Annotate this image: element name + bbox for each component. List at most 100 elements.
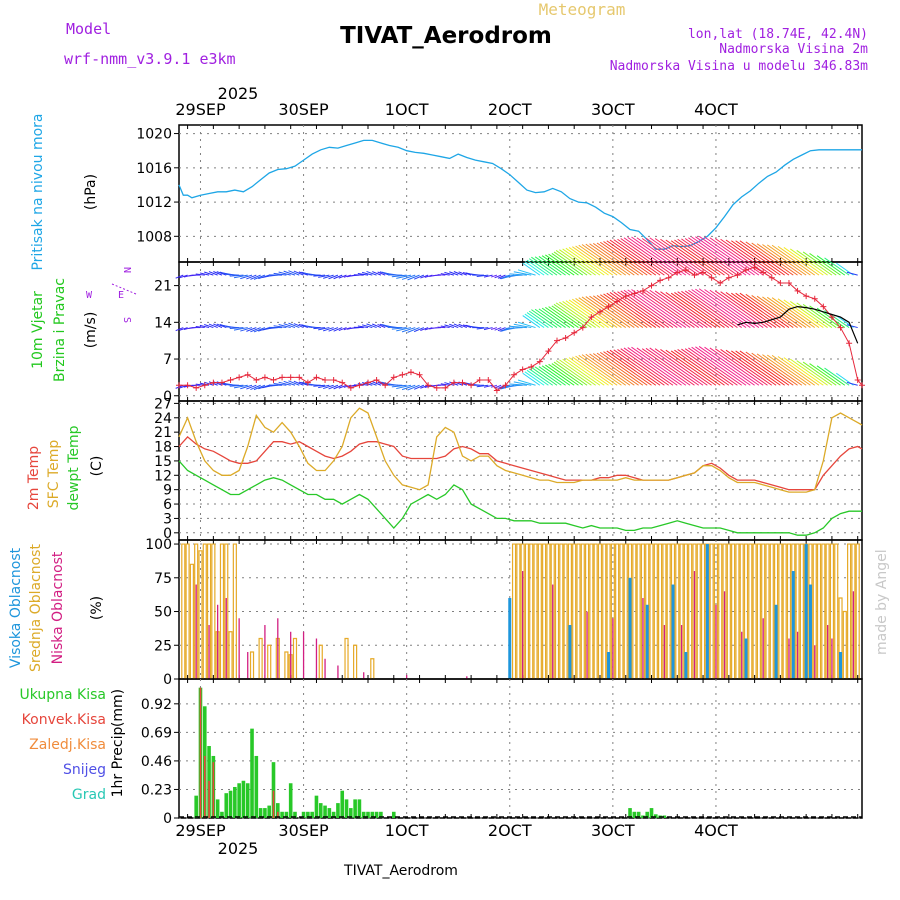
wind-arrow [720, 238, 773, 276]
precip-conv-bar [199, 687, 202, 818]
wind-arrow [497, 274, 506, 279]
wind-arrow [195, 273, 205, 276]
wind-arrow [731, 350, 781, 386]
wind-arrow [401, 384, 416, 391]
wind-arrow [766, 354, 811, 386]
cloud-mid-bar [202, 543, 207, 679]
precip-total-bar [379, 811, 383, 818]
wind-arrow [766, 244, 811, 276]
wind-arrow [453, 323, 463, 329]
wind-arrow [596, 352, 644, 386]
precip-total-bar [293, 811, 297, 818]
time-label-top: 30SEP [278, 100, 329, 119]
wind-arrow [585, 296, 631, 328]
wind-arrow [323, 274, 334, 279]
wind-speed-marker [519, 366, 526, 373]
wind-arrow [551, 305, 584, 328]
precip-total-bar [228, 790, 233, 818]
wind-speed-marker [631, 290, 638, 297]
wind-arrow [568, 357, 609, 386]
wind-arrow [725, 349, 777, 386]
wind-arrow [599, 241, 648, 276]
pressure-panel: 1008 1012 1016 1020 [136, 124, 863, 263]
wind-arrow [603, 351, 652, 386]
wind-arrow [250, 327, 261, 333]
wind-arrow [555, 302, 592, 328]
wind-panel: 0 7 14 21 [154, 235, 865, 405]
clouds-ytick-label: 50 [154, 605, 172, 621]
wind-arrow [599, 351, 648, 386]
wind-arrow [771, 354, 816, 386]
wind-arrow [229, 274, 244, 277]
cloud-mid-bar [185, 543, 190, 679]
wind-arrow [253, 274, 266, 280]
compass-w: W [86, 290, 93, 301]
wind-arrow [278, 324, 291, 329]
wind-arrow [674, 349, 725, 386]
wind-arrow [568, 299, 609, 328]
precip-ytick-label: 0.69 [141, 725, 172, 741]
wind-arrow [751, 295, 798, 328]
wind-arrow [407, 327, 420, 333]
wind-arrow [449, 323, 459, 329]
wind-arrow [458, 323, 467, 329]
precip-total-bar [267, 805, 272, 818]
wind-speed-marker [450, 379, 457, 386]
wind-arrow [391, 274, 407, 278]
cloud-unit: (%) [89, 596, 105, 620]
wind-arrow [789, 248, 828, 276]
wind-arrow [328, 384, 339, 390]
wind-arrow [572, 246, 614, 276]
wind-arrow [213, 271, 223, 276]
wind-speed-marker [201, 382, 208, 389]
wind-arrow [641, 348, 695, 386]
pressure-frame [178, 124, 863, 263]
wind-arrow [562, 248, 601, 276]
cloud-mid-bar [683, 543, 688, 679]
temp-ylabel: 2m Temp [26, 446, 42, 510]
cloud-mid-bar [589, 543, 594, 679]
wind-arrow [391, 327, 407, 330]
wind-speed-marker [322, 377, 329, 384]
wind-arrow [777, 245, 820, 276]
wind-arrow [517, 379, 536, 386]
cloud-mid-bar [189, 563, 194, 679]
temp-ylabel-2: SFC Temp [46, 440, 62, 509]
wind-speed-marker [691, 272, 698, 279]
wind-arrow [273, 272, 287, 276]
wind-arrow [524, 371, 545, 386]
cloud-high-bar [744, 638, 748, 679]
precip-total-bar [349, 808, 353, 818]
cloud-mid-bar [602, 543, 607, 679]
cloud-mid-bar [838, 597, 843, 679]
cloud-mid-bar [825, 543, 830, 679]
wind-arrow [555, 360, 592, 386]
wind-ytick-label: 14 [154, 315, 172, 331]
time-labels-bottom: 29SEP 30SEP 1OCT 2OCT 3OCT 4OCT [175, 821, 738, 840]
time-label-top: 1OCT [385, 100, 429, 119]
wind-arrow [665, 292, 717, 328]
wind-arrow [816, 365, 846, 386]
wind-arrow [670, 240, 721, 276]
wind-arrow [328, 274, 339, 280]
wind-speed-marker [476, 377, 483, 384]
wind-speed-line [179, 266, 863, 392]
cloud-mid-bar [649, 543, 654, 679]
cloud-mid-bar [593, 543, 598, 679]
wind-arrow [620, 348, 674, 386]
wind-speed-marker [339, 379, 346, 386]
temperature-ytick-label: 3 [163, 511, 172, 527]
wind-arrow [424, 274, 433, 278]
clouds-ytick-label: 75 [154, 571, 172, 587]
wind-arrow [253, 327, 266, 333]
cloud-mid-bar [228, 631, 233, 679]
precip-unit: (mm) [110, 689, 126, 727]
cloud-mid-bar [756, 543, 762, 679]
cloud-mid-bar [778, 543, 783, 679]
precip-total-bar [220, 811, 224, 818]
cloud-mid-bar [623, 543, 628, 679]
precip-total-bar [258, 808, 263, 818]
wind-arrow [688, 237, 743, 276]
wind-speed-marker [854, 377, 861, 384]
wind-arrow [735, 292, 785, 328]
